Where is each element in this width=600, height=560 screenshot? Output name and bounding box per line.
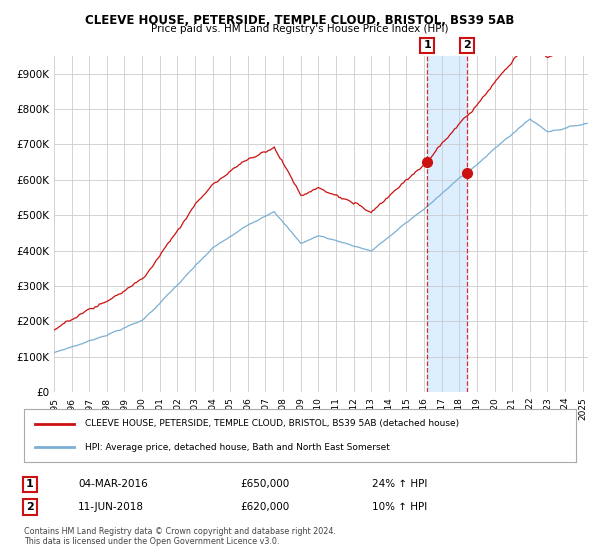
Text: 11-JUN-2018: 11-JUN-2018 xyxy=(78,502,144,512)
Bar xyxy=(427,56,467,392)
Text: 1: 1 xyxy=(26,479,34,489)
Text: Price paid vs. HM Land Registry's House Price Index (HPI): Price paid vs. HM Land Registry's House … xyxy=(151,24,449,34)
Text: Contains HM Land Registry data © Crown copyright and database right 2024.
This d: Contains HM Land Registry data © Crown c… xyxy=(24,527,336,546)
Text: 10% ↑ HPI: 10% ↑ HPI xyxy=(372,502,427,512)
Text: 2: 2 xyxy=(463,40,471,50)
Text: 24% ↑ HPI: 24% ↑ HPI xyxy=(372,479,427,489)
Text: 1: 1 xyxy=(423,40,431,50)
Text: 04-MAR-2016: 04-MAR-2016 xyxy=(78,479,148,489)
Text: 2: 2 xyxy=(26,502,34,512)
Text: HPI: Average price, detached house, Bath and North East Somerset: HPI: Average price, detached house, Bath… xyxy=(85,442,389,451)
Text: CLEEVE HOUSE, PETERSIDE, TEMPLE CLOUD, BRISTOL, BS39 5AB: CLEEVE HOUSE, PETERSIDE, TEMPLE CLOUD, B… xyxy=(85,14,515,27)
Text: £650,000: £650,000 xyxy=(240,479,289,489)
Text: CLEEVE HOUSE, PETERSIDE, TEMPLE CLOUD, BRISTOL, BS39 5AB (detached house): CLEEVE HOUSE, PETERSIDE, TEMPLE CLOUD, B… xyxy=(85,419,459,428)
Text: £620,000: £620,000 xyxy=(240,502,289,512)
